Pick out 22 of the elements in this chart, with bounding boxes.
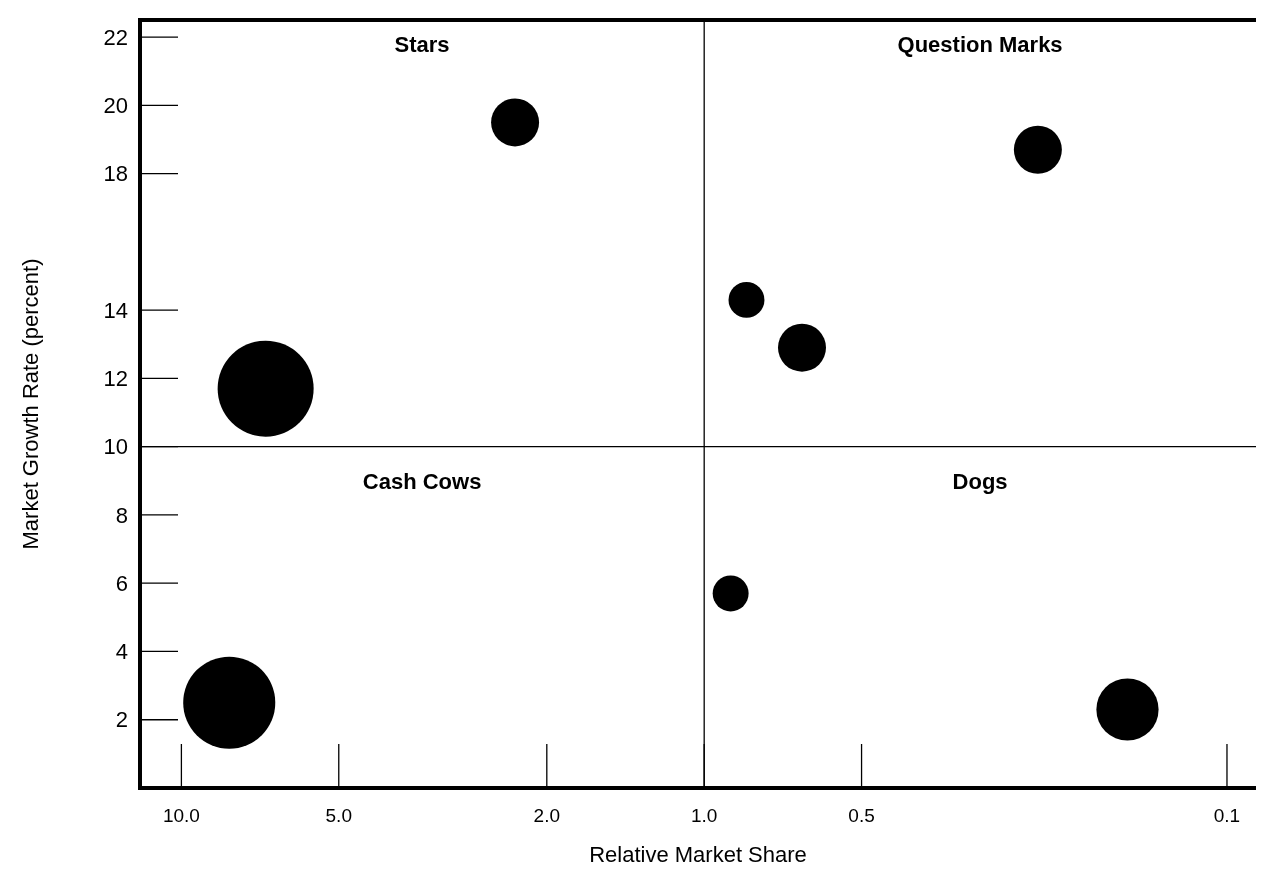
- y-tick-label: 14: [103, 297, 128, 323]
- annotation: Dogs: [952, 468, 1008, 494]
- y-tick-label: 18: [103, 161, 128, 187]
- y-axis-title: Market Growth Rate (percent): [18, 258, 43, 550]
- y-tick-label: 20: [103, 93, 128, 119]
- y-tick-label: 10: [103, 434, 128, 460]
- x-tick-label: 1.0: [690, 805, 718, 826]
- x-tick-label: 2.0: [533, 805, 561, 826]
- y-tick-label: 4: [115, 639, 128, 665]
- annotation: Question Marks: [897, 32, 1063, 57]
- x-tick-label: 0.1: [1213, 805, 1241, 826]
- x-tick-label: 0.5: [848, 805, 875, 826]
- x-axis-title: Relative Market Share: [589, 842, 807, 867]
- y-tick-label: 22: [103, 24, 128, 50]
- y-tick-label: 2: [115, 707, 128, 733]
- y-tick-label: 8: [115, 502, 128, 528]
- x-tick-label: 5.0: [325, 805, 352, 826]
- y-tick-label: 12: [103, 366, 128, 392]
- annotation: Stars: [394, 32, 450, 57]
- y-tick-label: 6: [115, 570, 128, 596]
- annotation: Cash Cows: [362, 468, 482, 494]
- x-tick-label: 10.0: [162, 805, 200, 826]
